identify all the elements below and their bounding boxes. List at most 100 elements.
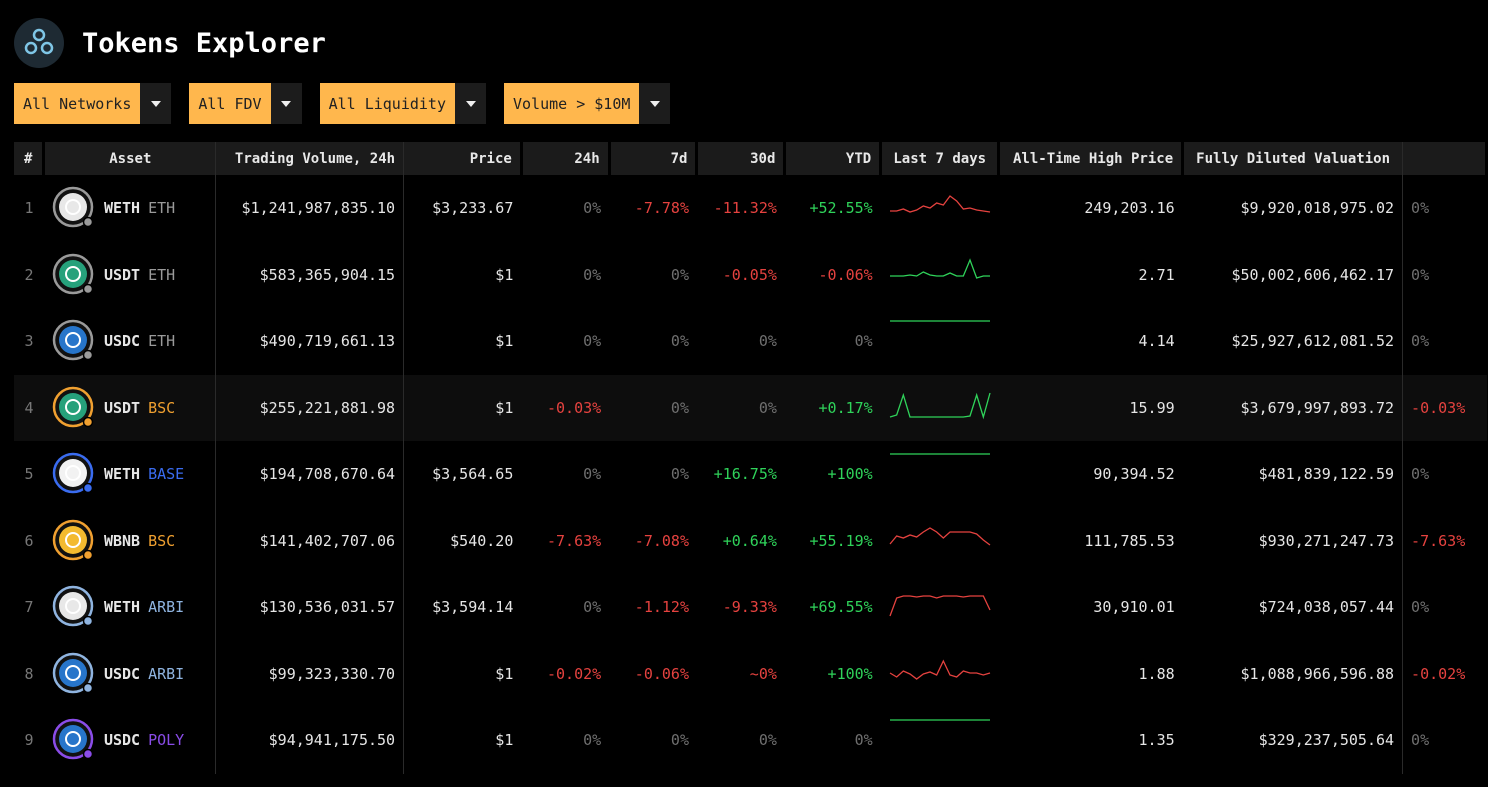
caret [649, 100, 660, 107]
column-header[interactable]: Last 7 days [880, 142, 1001, 175]
filter-label[interactable]: All Networks [14, 83, 141, 124]
price: $1 [495, 265, 514, 284]
change: 0% [670, 465, 689, 484]
sparkline [889, 257, 990, 279]
column-header[interactable]: Trading Volume, 24h [215, 142, 405, 175]
dropdown-toggle[interactable] [140, 83, 172, 124]
change: 0% [854, 731, 873, 750]
filter-dropdown[interactable]: Volume > $10M [504, 83, 671, 124]
change: 0% [609, 374, 697, 441]
sparkline [889, 595, 991, 617]
change: 0% [696, 374, 785, 441]
filter-label[interactable]: All Liquidity [319, 83, 455, 124]
price: $3,233.67 [432, 199, 514, 218]
fdv: $3,679,997,893.72 [1182, 374, 1404, 441]
filter-dropdown[interactable]: All FDV [189, 83, 302, 124]
change: -7.78% [634, 199, 689, 218]
fdv: $724,038,057.44 [1182, 574, 1404, 641]
icon-fill [58, 725, 87, 754]
dropdown-toggle[interactable] [639, 83, 671, 124]
token-row[interactable]: 4 USDT BSC $255,221,881.98 $1 -0.03% 0% 0% +0.17… [14, 374, 1487, 441]
token-row[interactable]: 2 USDT ETH $583,365,904.15 $1 0% 0% -0.05% -0.06… [14, 241, 1487, 308]
icon-glyph [64, 664, 81, 681]
fdv-change: -0.02% [1411, 664, 1466, 683]
sparkline-cell [881, 308, 999, 375]
token-row[interactable]: 1 WETH ETH $1,241,987,835.10 $3,233.67 0% -7.7… [14, 175, 1487, 242]
sparkline [889, 453, 990, 455]
sparkline-line [889, 526, 991, 546]
icon-glyph [64, 731, 81, 748]
all-time-high: 15.99 [998, 374, 1183, 441]
network: ETH [148, 199, 176, 218]
volume: $583,365,904.15 [215, 241, 405, 308]
network: BASE [148, 465, 185, 484]
filter-label[interactable]: Volume > $10M [504, 83, 640, 124]
volume: $1,241,987,835.10 [215, 175, 405, 242]
icon-glyph [64, 465, 81, 482]
fdv-change: 0% [1411, 265, 1430, 284]
token-row[interactable]: 7 WETH ARBI $130,536,031.57 $3,594.14 0% -1.12… [14, 574, 1487, 641]
change: 0% [583, 332, 602, 351]
column-header[interactable]: Fully Diluted Valuation [1182, 142, 1404, 175]
filter-dropdown[interactable]: All Networks [14, 83, 172, 124]
price: $3,594.14 [432, 598, 514, 617]
token-row[interactable]: 9 USDC POLY $94,941,175.50 $1 0% 0% 0% 0% 1.35 $32… [14, 707, 1487, 774]
change: 0% [758, 332, 777, 351]
token-row[interactable]: 8 USDC ARBI $99,323,330.70 $1 -0.02% -0.06% ~0%… [14, 640, 1487, 707]
sparkline-cell [880, 374, 999, 441]
icon-fill [58, 525, 87, 554]
network: POLY [148, 731, 185, 750]
caret-icon [150, 100, 161, 107]
column-header[interactable]: YTD [784, 142, 883, 175]
icon-glyph [64, 598, 81, 615]
dropdown-toggle[interactable] [270, 83, 302, 124]
asset-cell: USDC ARBI [43, 640, 217, 707]
price: $3,564.65 [432, 465, 514, 484]
change: 0% [583, 598, 602, 617]
column-header[interactable]: 24h [521, 142, 611, 175]
asset-cell: USDC ETH [43, 308, 217, 375]
change: -1.12% [634, 598, 689, 617]
change: -0.06% [634, 664, 689, 683]
token-icon [52, 652, 94, 693]
token-icon [52, 519, 94, 560]
column-header[interactable]: All-Time High Price [998, 142, 1185, 175]
change: +0.64% [722, 531, 777, 550]
token-row[interactable]: 5 WETH BASE $194,708,670.64 $3,564.65 0% 0% +16… [14, 441, 1487, 508]
icon-glyph [64, 265, 81, 282]
column-header[interactable]: # [14, 142, 46, 175]
network: BSC [148, 398, 176, 417]
change: +100% [827, 664, 873, 683]
column-header[interactable]: Asset [43, 142, 217, 175]
token-row[interactable]: 6 WBNB BSC $141,402,707.06 $540.20 -7.63% -7.0… [14, 507, 1487, 574]
token-row[interactable]: 3 USDC ETH $490,719,661.13 $1 0% 0% 0% 0% 4.14 $25… [14, 308, 1487, 375]
column-header[interactable]: Price [403, 142, 523, 175]
asset-cell: WETH BASE [43, 441, 217, 508]
network: ETH [148, 265, 176, 284]
change: +52.55% [809, 199, 873, 218]
caret-icon [465, 100, 476, 107]
column-header[interactable]: 30d [696, 142, 787, 175]
sparkline-line [889, 257, 990, 279]
rank: 8 [24, 664, 34, 683]
change: 0% [758, 731, 777, 750]
change: 0% [583, 265, 602, 284]
sparkline [889, 659, 990, 680]
all-time-high: 249,203.16 [1084, 199, 1175, 218]
network-badge [82, 217, 94, 228]
caret [150, 100, 161, 107]
column-header[interactable]: 7d [609, 142, 699, 175]
icon-glyph [64, 398, 81, 415]
fdv-change: 0% [1411, 465, 1430, 484]
change: -7.63% [546, 531, 602, 550]
change: 0% [670, 265, 689, 284]
filter-label[interactable]: All FDV [189, 83, 271, 124]
icon-glyph [64, 332, 81, 349]
change: -7.08% [634, 531, 689, 550]
logo [14, 18, 64, 68]
filter-dropdown[interactable]: All Liquidity [319, 83, 486, 124]
filters: All Networks All FDV All Liquidity Volume >… [14, 83, 671, 124]
icon-fill [58, 459, 87, 488]
asset: WETH ETH [52, 186, 207, 230]
dropdown-toggle[interactable] [455, 83, 486, 124]
